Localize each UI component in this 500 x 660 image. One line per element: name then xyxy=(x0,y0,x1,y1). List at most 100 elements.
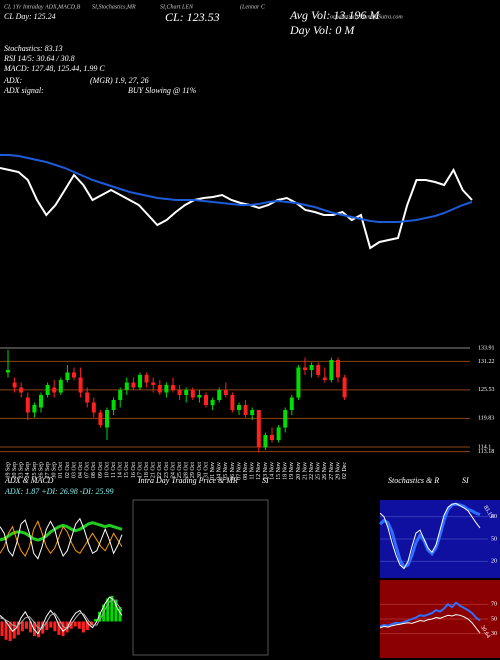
date-label: 19 Nov xyxy=(289,462,295,480)
candle-body xyxy=(124,382,129,390)
candle-body xyxy=(270,435,274,440)
candle-body xyxy=(190,390,195,398)
close-price: CL: 123.53 xyxy=(165,10,220,24)
date-label: 09 Oct xyxy=(98,462,104,478)
tick-label: 30 xyxy=(491,631,497,637)
candle-body xyxy=(72,372,76,378)
candle-body xyxy=(39,395,43,408)
series-line xyxy=(378,502,481,570)
panel-title: Stochastics & R xyxy=(388,476,439,485)
macd-bar xyxy=(61,621,65,637)
date-label: 01 Nov xyxy=(210,462,216,480)
level-label: 131.22 xyxy=(478,359,495,365)
date-label: 11 Oct xyxy=(111,462,117,478)
header-text: SI,Stochastics,MR xyxy=(92,4,136,10)
candle-body xyxy=(118,390,123,400)
candle-body xyxy=(197,395,202,398)
intraday-box xyxy=(132,499,269,656)
macd-bar xyxy=(77,621,81,629)
date-label: 25 Nov xyxy=(316,462,322,480)
macd-bar xyxy=(114,599,118,622)
macd-bar xyxy=(94,619,98,622)
candle-body xyxy=(296,367,301,398)
date-label: 06 Nov xyxy=(230,462,236,480)
candle-body xyxy=(230,395,235,410)
candle-body xyxy=(184,390,189,395)
date-label: 27 Nov xyxy=(329,462,335,480)
date-label: 16 Oct xyxy=(131,462,137,478)
candle-body xyxy=(217,390,222,400)
date-label: 14 Nov xyxy=(269,462,275,480)
series-line xyxy=(0,517,123,560)
date-label: 24 Oct xyxy=(170,462,176,478)
date-label: 30 Sep xyxy=(52,462,58,479)
macd-bar xyxy=(69,621,73,629)
candle-body xyxy=(237,405,241,410)
candle-body xyxy=(45,385,50,395)
date-label: 14 Oct xyxy=(118,462,124,478)
date-label: 08 Oct xyxy=(91,462,97,478)
header-text: orporation) MunafaSutra.com xyxy=(330,13,403,20)
candle-body xyxy=(283,410,288,428)
macd-bar xyxy=(81,621,85,633)
candle-body xyxy=(210,400,215,405)
date-label: 11 Nov xyxy=(250,462,256,480)
series-line xyxy=(0,154,473,223)
candle-body xyxy=(25,397,30,413)
date-label: 27 Sep xyxy=(45,462,51,479)
date-label: 18 Nov xyxy=(283,462,289,480)
candle-body xyxy=(256,410,261,448)
candle-body xyxy=(309,365,314,370)
date-label: 13 Nov xyxy=(263,462,269,480)
macd-bar xyxy=(16,621,20,635)
candle-body xyxy=(177,390,182,395)
tick-label: 50 xyxy=(491,536,497,542)
date-label: 25 Sep xyxy=(32,462,38,479)
candle-body xyxy=(204,395,208,405)
macd-bar xyxy=(98,611,102,622)
macd-bar xyxy=(106,598,110,622)
candle-body xyxy=(58,380,63,393)
series-line xyxy=(379,614,481,634)
macd-bar xyxy=(0,621,4,637)
macd-bar xyxy=(28,621,33,633)
series-line xyxy=(379,601,481,628)
level-label: 114.1 xyxy=(478,444,491,450)
candle-body xyxy=(164,385,169,393)
candle-body xyxy=(78,377,83,393)
date-label: 15 Oct xyxy=(124,462,130,478)
adx-text: ADX: xyxy=(3,76,23,85)
date-label: 04 Nov xyxy=(217,462,223,480)
candle-body xyxy=(276,427,281,440)
date-label: 26 Sep xyxy=(38,462,44,479)
series-line xyxy=(0,167,473,250)
candle-body xyxy=(322,377,327,380)
tick-label: 50 xyxy=(491,616,497,622)
candle-body xyxy=(111,400,116,410)
date-label: 20 Sep xyxy=(12,462,18,479)
macd-bar xyxy=(110,595,114,622)
candle-body xyxy=(32,405,37,413)
series-line xyxy=(0,520,123,557)
macd-bar xyxy=(53,621,57,632)
date-label: 29 Nov xyxy=(335,462,341,480)
date-label: 07 Nov xyxy=(236,462,242,480)
candle-body xyxy=(91,402,96,413)
candle-body xyxy=(223,390,228,395)
date-label: 02 Dec xyxy=(342,462,348,479)
date-label: 30 Oct xyxy=(197,462,203,478)
date-label: 18 Oct xyxy=(144,462,150,478)
tick-label: 20 xyxy=(491,559,497,565)
date-label: 31 Oct xyxy=(203,462,209,478)
candle-body xyxy=(12,382,17,388)
header-text: (Lennar C xyxy=(240,3,266,10)
date-label: 24 Sep xyxy=(25,462,31,479)
candle-body xyxy=(85,392,90,403)
macd-bar xyxy=(37,621,41,638)
candle-body xyxy=(19,387,24,393)
date-label: 25 Oct xyxy=(177,462,183,478)
series-line xyxy=(379,502,481,570)
panel-title: Intra Day Trading Price & MR xyxy=(137,476,238,485)
